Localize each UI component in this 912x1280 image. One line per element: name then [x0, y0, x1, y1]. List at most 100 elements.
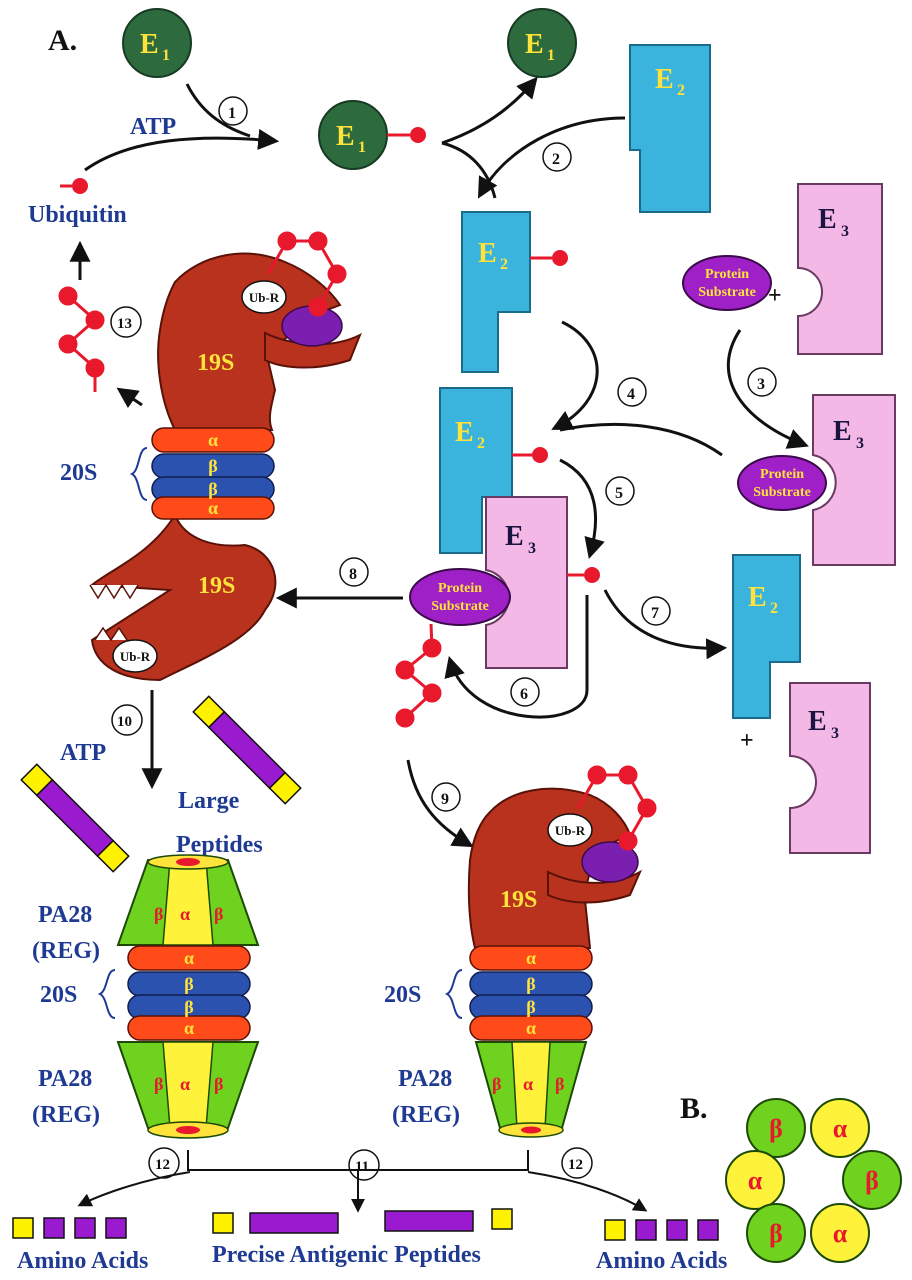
- arrow-step-13-release: [116, 387, 143, 409]
- plus-sign-top: +: [768, 283, 782, 309]
- large-peptides-line1: Large: [178, 788, 240, 814]
- svg-text:β: β: [865, 1166, 879, 1195]
- svg-text:E: E: [140, 29, 159, 60]
- svg-text:E: E: [808, 706, 827, 737]
- svg-text:α: α: [208, 430, 218, 450]
- step-6: 6: [510, 677, 540, 707]
- svg-text:3: 3: [856, 435, 864, 452]
- step-5: 5: [605, 476, 635, 506]
- free-ubiquitin: [60, 178, 88, 194]
- arrow-e1-to-e2: [441, 141, 497, 199]
- amino-acids-right-icons: [604, 1219, 719, 1241]
- svg-text:β: β: [208, 479, 217, 499]
- e1-released: E 1: [507, 8, 577, 78]
- svg-text:Substrate: Substrate: [753, 485, 811, 500]
- svg-text:2: 2: [770, 600, 778, 617]
- pa28-top-line2: (REG): [32, 938, 100, 964]
- svg-text:α: α: [523, 1074, 533, 1094]
- svg-text:Protein: Protein: [705, 267, 749, 282]
- svg-text:10: 10: [117, 714, 132, 730]
- svg-text:2: 2: [500, 256, 508, 273]
- polyubiquitin-chain-right-proteasome: [576, 765, 657, 851]
- svg-text:Protein: Protein: [438, 581, 482, 596]
- svg-text:α: α: [184, 948, 194, 968]
- svg-text:5: 5: [615, 485, 623, 502]
- svg-text:Protein: Protein: [760, 467, 804, 482]
- svg-text:1: 1: [162, 47, 170, 64]
- e3-released: E 3: [789, 682, 871, 854]
- cap-19s-right-label: 19S: [500, 887, 537, 913]
- arrow-step-3: [726, 329, 809, 449]
- e3-middle: E 3: [485, 496, 600, 669]
- protein-substrate-middle: Protein Substrate: [409, 568, 511, 626]
- pa28-proteasome-left: β α β α β β α β α β: [116, 854, 260, 1139]
- svg-text:β: β: [769, 1219, 783, 1248]
- amino-acids-left-icons: [12, 1217, 127, 1239]
- amino-acids-right-label: Amino Acids: [596, 1248, 727, 1274]
- polyubiquitin-chain-left-proteasome: [266, 231, 347, 317]
- svg-text:α: α: [184, 1018, 194, 1038]
- polyubiquitin-chain-middle: [395, 623, 442, 728]
- amino-acids-left-label: Amino Acids: [17, 1248, 148, 1274]
- svg-text:2: 2: [552, 151, 560, 168]
- svg-text:E: E: [833, 416, 852, 447]
- svg-text:β: β: [492, 1074, 501, 1094]
- plus-sign-bottom: +: [740, 728, 754, 754]
- svg-text:β: β: [208, 456, 217, 476]
- arrow-step-7: [603, 589, 728, 660]
- e1-ubiquitin-complex: E 1: [318, 100, 426, 170]
- svg-text:12: 12: [155, 1157, 170, 1173]
- svg-text:8: 8: [349, 566, 357, 583]
- svg-text:1: 1: [228, 105, 236, 122]
- brace-20s-left: [129, 447, 148, 501]
- panel-a-label: A.: [48, 24, 77, 57]
- ring-subunit-diagram: β α α β β α: [725, 1098, 902, 1263]
- brace-20s-pa28: [97, 969, 116, 1019]
- svg-text:β: β: [214, 1074, 223, 1094]
- cap-19s-lower-label: 19S: [198, 573, 235, 599]
- arrow-step-4-from-e3: [559, 422, 723, 457]
- pa28-top-line1: PA28: [38, 902, 92, 928]
- core-20s-label-left: 20S: [60, 460, 97, 486]
- svg-text:β: β: [526, 997, 535, 1017]
- svg-text:E: E: [525, 29, 544, 60]
- proteasome-26s-left: Ub-R Ub-R 19S 19S α β β α: [89, 252, 362, 682]
- svg-text:3: 3: [831, 725, 839, 742]
- released-polyubiquitin: [58, 286, 105, 392]
- step-12-right: 12: [561, 1147, 593, 1179]
- step-11: 11: [348, 1149, 380, 1181]
- arrow-step-9: [406, 759, 474, 848]
- core-20s-label-pa28: 20S: [40, 982, 77, 1008]
- svg-text:E: E: [818, 204, 837, 235]
- svg-text:E: E: [505, 521, 524, 552]
- e2-released: E 2: [732, 554, 801, 719]
- svg-text:Substrate: Substrate: [431, 599, 489, 614]
- svg-text:E: E: [655, 64, 674, 95]
- svg-text:13: 13: [117, 316, 132, 332]
- protein-substrate-bound-e3: Protein Substrate: [737, 455, 827, 511]
- arrow-step-4-from-e2: [551, 320, 599, 430]
- svg-text:7: 7: [651, 605, 659, 622]
- svg-text:12: 12: [568, 1157, 583, 1173]
- step-9: 9: [431, 782, 461, 812]
- atp-label-top: ATP: [130, 114, 176, 140]
- step-10: 10: [111, 704, 143, 736]
- pa28-bottom-line2: (REG): [32, 1102, 100, 1128]
- step-13: 13: [110, 306, 142, 338]
- step-7: 7: [641, 596, 671, 626]
- svg-text:1: 1: [547, 47, 555, 64]
- e2-free-top: E 2: [629, 44, 711, 213]
- e3-substrate-complex: E 3: [812, 394, 896, 566]
- svg-text:β: β: [769, 1114, 783, 1143]
- core-20s-label-right: 20S: [384, 982, 421, 1008]
- svg-text:β: β: [154, 1074, 163, 1094]
- arrow-atp-in: [185, 83, 251, 138]
- atp-label-bottom: ATP: [60, 740, 106, 766]
- svg-text:α: α: [833, 1114, 848, 1143]
- svg-text:9: 9: [441, 791, 449, 808]
- large-peptide-1: [20, 763, 130, 873]
- svg-text:3: 3: [841, 223, 849, 240]
- protein-substrate-free: Protein Substrate: [682, 255, 772, 311]
- large-peptide-2: [192, 695, 302, 805]
- arrow-step-5: [559, 458, 605, 560]
